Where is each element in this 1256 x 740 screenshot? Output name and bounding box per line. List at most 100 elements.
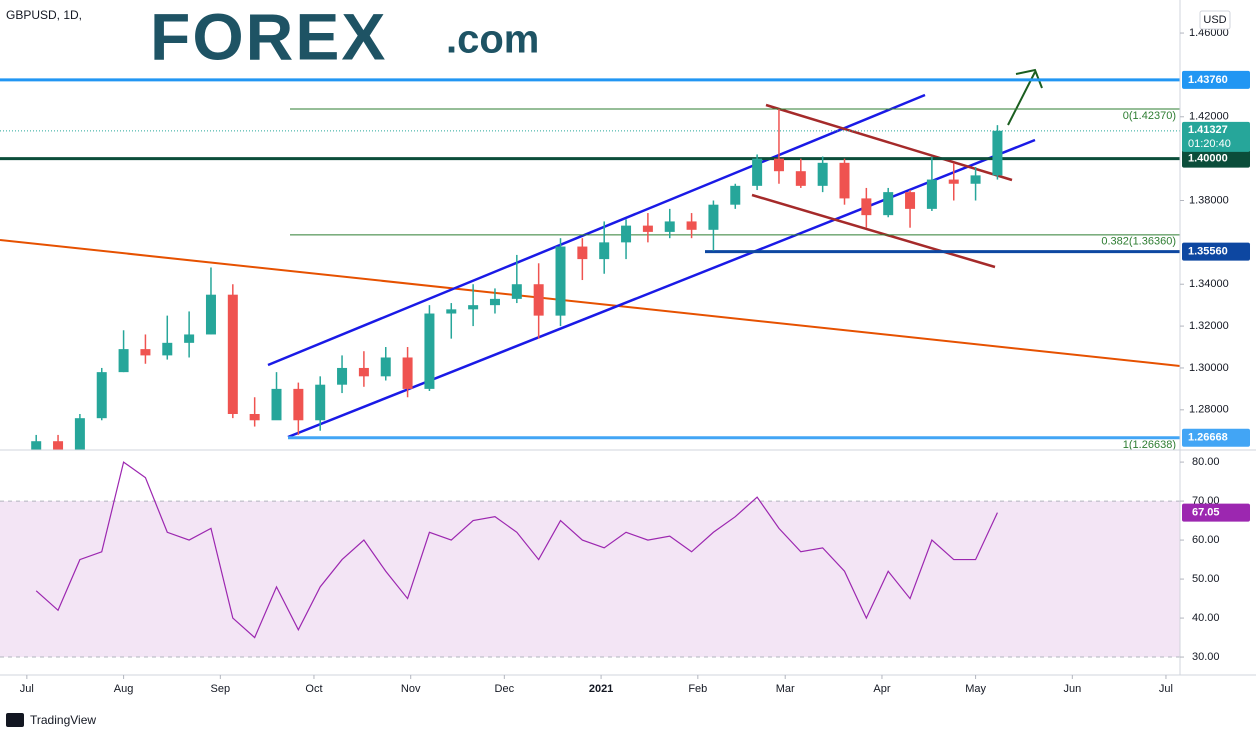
y-tick-label: 1.46000 bbox=[1189, 27, 1229, 39]
candle-body bbox=[402, 357, 413, 389]
candle-body bbox=[96, 372, 107, 419]
candle-body bbox=[686, 221, 697, 230]
y-tick-label: 50.00 bbox=[1192, 573, 1220, 585]
candle-body bbox=[315, 384, 326, 421]
x-tick-label: Dec bbox=[495, 683, 515, 695]
rsi-line bbox=[35, 461, 998, 639]
candle-body bbox=[249, 413, 260, 421]
candle-body bbox=[664, 221, 675, 232]
last-price-bg bbox=[1182, 121, 1250, 152]
fib-label: 1(1.26638) bbox=[1123, 439, 1176, 451]
x-tick-label: Apr bbox=[873, 683, 890, 695]
y-tick-label: 1.42000 bbox=[1189, 111, 1229, 123]
candle-body bbox=[293, 388, 304, 421]
x-tick-label: 2021 bbox=[589, 683, 613, 695]
level-label: 1.35560 bbox=[1188, 245, 1228, 257]
candle-body bbox=[227, 294, 238, 414]
candle-body bbox=[795, 171, 806, 186]
candle-body bbox=[468, 305, 479, 310]
rsi-last: 67.05 bbox=[1192, 506, 1220, 518]
candle-body bbox=[730, 185, 741, 205]
y-tick-label: 1.32000 bbox=[1189, 320, 1229, 332]
candle-body bbox=[883, 192, 894, 216]
level-label-bg bbox=[1182, 242, 1250, 261]
candle-body bbox=[358, 367, 369, 377]
logo-suffix: .com bbox=[446, 18, 539, 62]
candle-body bbox=[839, 162, 850, 199]
candle-body bbox=[817, 162, 828, 186]
fib-label: 0.382(1.36360) bbox=[1101, 236, 1176, 248]
candle-body bbox=[205, 294, 216, 335]
last-price: 1.41327 bbox=[1188, 124, 1228, 136]
trend-line bbox=[0, 239, 1180, 367]
candle-body bbox=[380, 357, 391, 377]
level-label-bg bbox=[1182, 70, 1250, 89]
candle-body bbox=[533, 284, 544, 316]
candle-body bbox=[555, 246, 566, 316]
candle-body bbox=[708, 204, 719, 230]
candle-body bbox=[621, 225, 632, 243]
brand-icon bbox=[6, 713, 24, 727]
rsi-band bbox=[0, 501, 1180, 658]
candle-body bbox=[162, 342, 173, 356]
level-label-bg bbox=[1182, 428, 1250, 447]
y-tick-label: 60.00 bbox=[1192, 534, 1220, 546]
currency: USD bbox=[1203, 14, 1226, 26]
candle-body bbox=[752, 158, 763, 186]
level-label: 1.40000 bbox=[1188, 153, 1228, 165]
x-tick-label: Nov bbox=[401, 683, 421, 695]
logo: FOREX bbox=[150, 0, 387, 73]
countdown: 01:20:40 bbox=[1188, 138, 1231, 150]
channel-line bbox=[267, 93, 926, 367]
candle-body bbox=[337, 367, 348, 385]
brand: TradingView bbox=[30, 713, 96, 727]
candle-body bbox=[599, 242, 610, 260]
channel-line bbox=[765, 103, 1013, 182]
channel-line bbox=[751, 193, 996, 269]
candle-body bbox=[424, 313, 435, 389]
y-tick-label: 30.00 bbox=[1192, 651, 1220, 663]
candle-body bbox=[905, 192, 916, 209]
candle-body bbox=[970, 175, 981, 184]
y-tick-label: 1.38000 bbox=[1189, 194, 1229, 206]
candle-body bbox=[642, 225, 653, 232]
fib-label: 0(1.42370) bbox=[1123, 110, 1176, 122]
level-label: 1.43760 bbox=[1188, 74, 1228, 86]
x-tick-label: Mar bbox=[776, 683, 795, 695]
candle-body bbox=[31, 441, 42, 450]
candle-body bbox=[446, 309, 457, 314]
candle-body bbox=[271, 388, 282, 421]
y-tick-label: 1.28000 bbox=[1189, 404, 1229, 416]
x-tick-label: Sep bbox=[211, 683, 231, 695]
y-tick-label: 1.34000 bbox=[1189, 278, 1229, 290]
rsi-last-bg bbox=[1182, 503, 1250, 522]
level-label: 1.26668 bbox=[1188, 432, 1228, 444]
candle-body bbox=[140, 349, 151, 356]
x-tick-label: May bbox=[965, 683, 986, 695]
candle-body bbox=[861, 198, 872, 216]
candle-body bbox=[74, 418, 85, 450]
x-tick-label: Aug bbox=[114, 683, 134, 695]
candle-body bbox=[992, 130, 1003, 176]
y-tick-label: 80.00 bbox=[1192, 456, 1220, 468]
candle-body bbox=[511, 284, 522, 299]
x-tick-label: Jul bbox=[1159, 683, 1173, 695]
x-tick-label: Feb bbox=[688, 683, 707, 695]
candle-body bbox=[948, 179, 959, 184]
candle-body bbox=[118, 349, 129, 373]
y-tick-label: 40.00 bbox=[1192, 612, 1220, 624]
candle-body bbox=[926, 179, 937, 209]
x-tick-label: Oct bbox=[305, 683, 322, 695]
currency-box[interactable] bbox=[1199, 10, 1231, 30]
candle-body bbox=[773, 158, 784, 172]
candle-body bbox=[53, 441, 64, 450]
candle-body bbox=[489, 298, 500, 306]
symbol: GBPUSD, 1D, bbox=[6, 8, 82, 22]
level-label-bg bbox=[1182, 149, 1250, 168]
candle-body bbox=[184, 334, 195, 343]
x-tick-label: Jul bbox=[20, 683, 34, 695]
y-tick-label: 1.30000 bbox=[1189, 362, 1229, 374]
candle-body bbox=[577, 246, 588, 260]
x-tick-label: Jun bbox=[1063, 683, 1081, 695]
